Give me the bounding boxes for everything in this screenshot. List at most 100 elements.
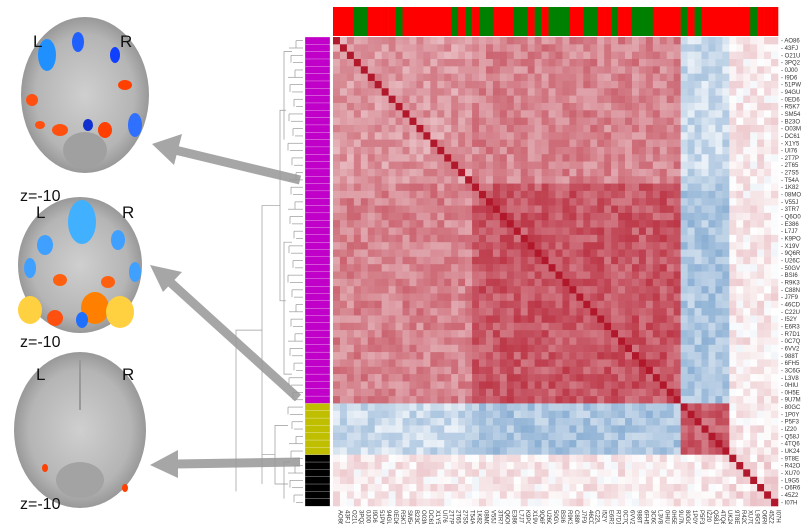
heatmap-cell [506, 205, 515, 214]
heatmap-cell [694, 293, 702, 302]
heatmap-cell [645, 366, 654, 375]
heatmap-cell [590, 462, 598, 470]
heatmap-cell [625, 425, 633, 434]
heatmap-cell [353, 491, 362, 499]
heatmap-cell [465, 278, 473, 287]
heatmap-cell [736, 322, 744, 331]
heatmap-cell [479, 124, 487, 133]
heatmap-cell [541, 352, 549, 360]
heatmap-cell [333, 51, 341, 60]
heatmap-cell [548, 95, 556, 104]
heatmap-cell [722, 58, 730, 67]
heatmap-cell [708, 205, 716, 214]
heatmap-cell [479, 491, 487, 499]
heatmap-cell [541, 227, 549, 236]
heatmap-cell [513, 154, 522, 162]
heatmap-cell [576, 352, 584, 360]
heatmap-cell [444, 73, 452, 82]
heatmap-cell [548, 432, 556, 441]
heatmap-cell [339, 249, 348, 258]
heatmap-cell [472, 491, 480, 499]
heatmap-cell [513, 271, 522, 280]
heatmap-cell [485, 278, 494, 287]
heatmap-cell [402, 315, 410, 324]
heatmap-cell [659, 146, 668, 155]
heatmap-cell [694, 322, 702, 331]
heatmap-cell [611, 432, 619, 441]
heatmap-cell [485, 484, 494, 492]
row-label: - 08MO [781, 193, 801, 199]
heatmap-cell [562, 58, 570, 67]
heatmap-cell [451, 37, 459, 45]
heatmap-cell [513, 344, 522, 353]
heatmap-cell [604, 300, 612, 309]
heatmap-cell [764, 418, 772, 426]
heatmap-cell [472, 227, 480, 236]
heatmap-cell [666, 212, 675, 221]
heatmap-cell [701, 462, 709, 470]
heatmap-cell [715, 381, 723, 390]
heatmap-cell [645, 432, 654, 441]
heatmap-cell [736, 190, 744, 199]
heatmap-cell [625, 484, 633, 492]
heatmap-cell [715, 440, 723, 448]
heatmap-cell [631, 132, 640, 140]
heatmap-cell [479, 286, 487, 294]
heatmap-cell [437, 176, 445, 184]
heatmap-cell [534, 183, 542, 192]
heatmap-cell [659, 366, 668, 375]
heatmap-cell [611, 278, 619, 287]
heatmap-cell [534, 95, 542, 104]
heatmap-cell [395, 374, 403, 382]
heatmap-cell [381, 476, 389, 485]
heatmap-cell [333, 66, 341, 74]
heatmap-cell [409, 51, 417, 60]
heatmap-cell [729, 300, 737, 309]
heatmap-cell [402, 44, 410, 52]
heatmap-cell [638, 440, 647, 448]
heatmap-cell [590, 212, 598, 221]
heatmap-cell [715, 396, 723, 404]
row-label: - 2T7P [781, 156, 799, 162]
heatmap-cell [555, 344, 563, 353]
heatmap-cell [451, 198, 459, 206]
heatmap-cell [465, 124, 473, 133]
heatmap-cell [492, 168, 501, 177]
heatmap-cell [485, 388, 494, 397]
heatmap-cell [562, 286, 570, 294]
heatmap-cell [743, 440, 751, 448]
heatmap-cell [548, 374, 556, 382]
heatmap-cell [520, 110, 528, 118]
heatmap-cell [673, 168, 681, 177]
heatmap-cell [645, 249, 654, 258]
heatmap-cell [722, 469, 730, 477]
heatmap-cell [492, 212, 501, 221]
heatmap-cell [402, 132, 410, 140]
heatmap-cell [576, 124, 584, 133]
heatmap-cell [444, 454, 452, 463]
heatmap-cell [548, 37, 556, 45]
heatmap-cell [333, 491, 341, 499]
heatmap-cell [360, 286, 369, 294]
heatmap-cell [451, 95, 459, 104]
heatmap-cell [729, 102, 737, 111]
heatmap-cell [771, 322, 779, 331]
heatmap-cell [353, 168, 362, 177]
heatmap-cell [367, 154, 376, 162]
heatmap-cell [416, 95, 424, 104]
heatmap-cell [416, 110, 424, 118]
heatmap-cell [506, 183, 515, 192]
heatmap-cell [687, 256, 695, 265]
heatmap-cell [430, 271, 438, 280]
heatmap-cell [715, 51, 723, 60]
heatmap-cell [611, 469, 619, 477]
heatmap-cell [631, 183, 640, 192]
heatmap-cell [458, 249, 466, 258]
heatmap-cell [680, 80, 688, 89]
heatmap-cell [694, 44, 702, 52]
heatmap-cell [743, 176, 751, 184]
heatmap-cell [555, 249, 563, 258]
heatmap-cell [444, 80, 452, 89]
heatmap-cell [694, 198, 702, 206]
heatmap-cell [339, 315, 348, 324]
